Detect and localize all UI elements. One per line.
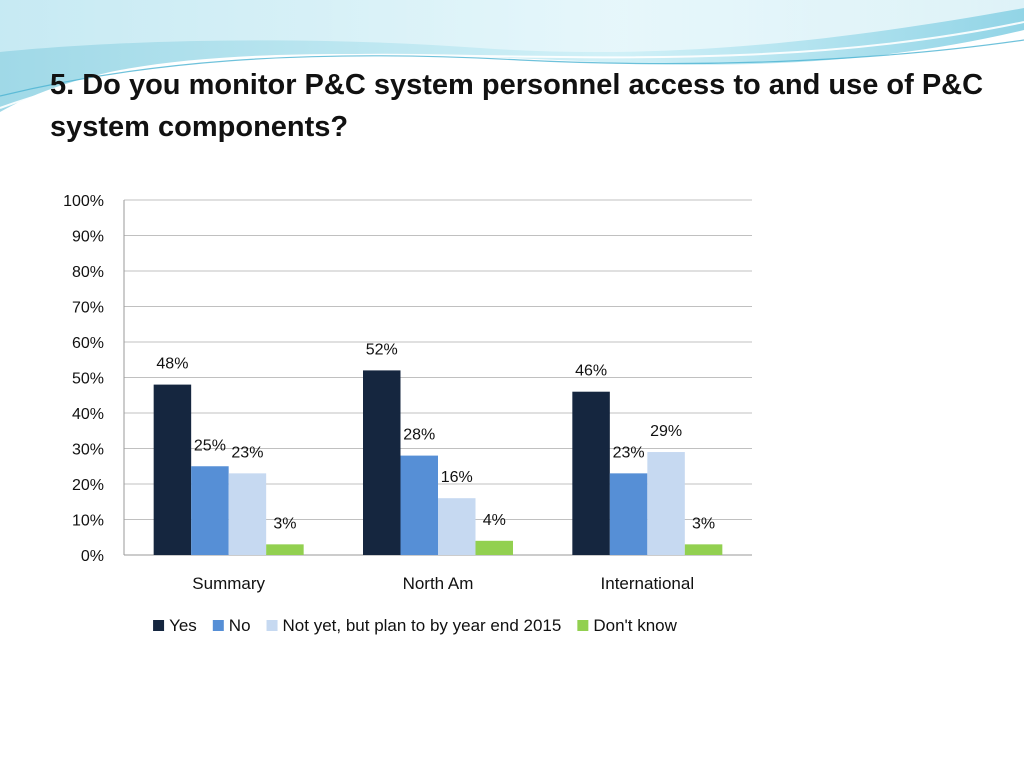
legend-swatch — [577, 620, 589, 631]
bar — [191, 466, 229, 555]
category-label: International — [601, 574, 695, 593]
bar — [438, 498, 476, 555]
bar — [266, 544, 304, 555]
bar — [647, 452, 685, 555]
data-label: 52% — [366, 341, 398, 358]
y-tick-label: 20% — [72, 477, 104, 494]
y-tick-label: 50% — [72, 371, 104, 388]
y-tick-label: 90% — [72, 229, 104, 246]
bar — [153, 384, 192, 555]
legend-label: Yes — [169, 616, 197, 635]
legend-swatch — [153, 620, 165, 631]
bar — [228, 473, 267, 555]
data-label: 29% — [650, 423, 682, 440]
data-label: 4% — [483, 512, 506, 529]
data-label: 25% — [194, 437, 226, 454]
data-label: 23% — [231, 444, 263, 461]
legend-label: No — [229, 616, 251, 635]
bar — [475, 540, 513, 555]
data-label: 28% — [403, 427, 435, 444]
data-label: 48% — [156, 356, 188, 373]
grouped-bar-chart: 0% 10% 20% 30% 40% 50% 60% 70% 80% 90% 100% 48% 25%… — [63, 193, 752, 635]
bar — [572, 391, 610, 555]
bar — [609, 473, 648, 555]
legend-item: No — [212, 616, 251, 635]
chart-panel: 0% 10% 20% 30% 40% 50% 60% 70% 80% 90% 100% 48% 25%… — [52, 182, 778, 668]
data-label: 16% — [441, 469, 473, 486]
legend-label: Not yet, but plan to by year end 2015 — [283, 616, 562, 635]
category-label: North Am — [403, 574, 474, 593]
legend-swatch — [212, 620, 224, 631]
legend-item: Yes — [153, 616, 197, 635]
y-tick-label: 70% — [72, 300, 104, 317]
y-tick-label: 40% — [72, 406, 104, 423]
y-tick-label: 10% — [72, 513, 104, 530]
y-tick-label: 80% — [72, 264, 104, 281]
y-tick-label: 0% — [81, 548, 104, 565]
data-label: 46% — [575, 363, 607, 380]
category-label: Summary — [192, 574, 265, 593]
legend-item: Don't know — [577, 616, 678, 635]
slide-title: 5. Do you monitor P&C system personnel a… — [50, 69, 984, 143]
data-label: 3% — [273, 515, 296, 532]
y-tick-label: 100% — [63, 193, 104, 210]
y-tick-label: 60% — [72, 335, 104, 352]
data-label: 3% — [692, 515, 715, 532]
data-label: 23% — [613, 444, 645, 461]
legend-swatch — [266, 620, 278, 631]
bar — [684, 544, 723, 555]
legend-label: Don't know — [593, 616, 677, 635]
legend-item: Not yet, but plan to by year end 2015 — [266, 616, 562, 635]
bar — [400, 455, 438, 555]
bar — [363, 370, 401, 555]
y-tick-label: 30% — [72, 442, 104, 459]
